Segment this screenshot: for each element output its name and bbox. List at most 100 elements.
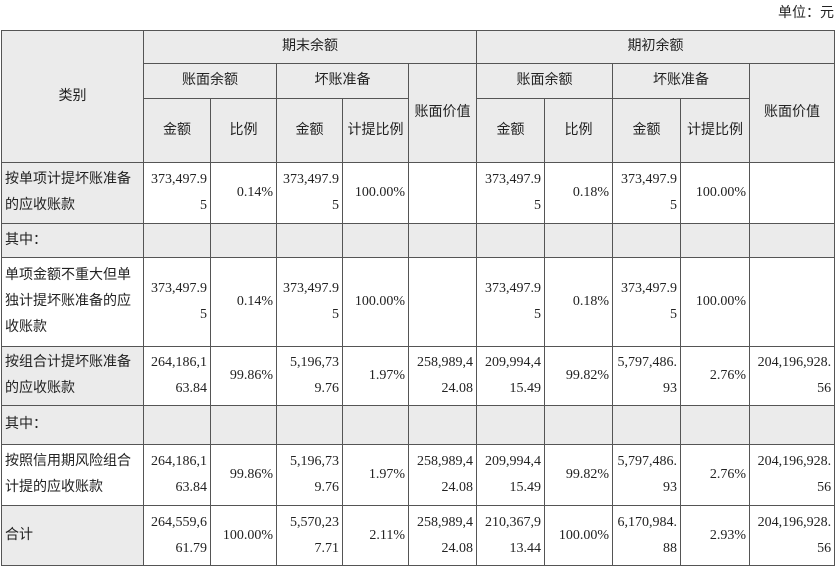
cell: 0.18% bbox=[544, 162, 614, 224]
row-label: 其中： bbox=[1, 223, 144, 258]
cell bbox=[407, 223, 478, 258]
book-balance-header: 账面余额 bbox=[143, 63, 277, 99]
cell: 264,186,163.84 bbox=[143, 346, 211, 406]
book-value-header: 账面价值 bbox=[749, 63, 836, 163]
row-label: 按组合计提坏账准备的应收账款 bbox=[1, 346, 144, 406]
cell bbox=[749, 405, 836, 445]
cell: 258,989,424.08 bbox=[407, 444, 478, 506]
ratio-header: 计提比例 bbox=[342, 98, 409, 163]
cell bbox=[143, 405, 211, 445]
cell bbox=[612, 405, 682, 445]
cell: 0.18% bbox=[544, 257, 614, 347]
row-label: 合计 bbox=[1, 505, 144, 566]
amount-header: 金额 bbox=[276, 98, 343, 163]
cell: 5,797,486.93 bbox=[612, 444, 682, 506]
cell: 100.00% bbox=[544, 505, 614, 566]
cell: 100.00% bbox=[342, 257, 409, 347]
cell: 1.97% bbox=[342, 444, 409, 506]
cell: 2.76% bbox=[680, 346, 751, 406]
cell bbox=[544, 223, 614, 258]
begin-header: 期初余额 bbox=[476, 30, 836, 64]
cell bbox=[749, 162, 836, 224]
cell: 373,497.95 bbox=[276, 162, 343, 224]
cell: 0.14% bbox=[210, 162, 277, 224]
cell: 373,497.95 bbox=[143, 257, 211, 347]
cell: 99.82% bbox=[544, 444, 614, 506]
ratio-header: 比例 bbox=[210, 98, 277, 163]
cell: 373,497.95 bbox=[476, 257, 546, 347]
cell bbox=[749, 257, 836, 347]
cell: 99.86% bbox=[210, 346, 277, 406]
table: 类别 期末余额 期初余额 账面余额 坏账准备 账面价值 账面余额 坏账准备 账面… bbox=[1, 30, 836, 566]
cell bbox=[476, 405, 546, 445]
cell: 373,497.95 bbox=[476, 162, 546, 224]
cell: 204,196,928.56 bbox=[749, 346, 836, 406]
cell: 99.86% bbox=[210, 444, 277, 506]
cell: 100.00% bbox=[342, 162, 409, 224]
ratio-header: 计提比例 bbox=[680, 98, 751, 163]
ratio-header: 比例 bbox=[544, 98, 614, 163]
cell bbox=[476, 223, 546, 258]
cell: 210,367,913.44 bbox=[476, 505, 546, 566]
cell: 373,497.95 bbox=[276, 257, 343, 347]
bad-debt-header: 坏账准备 bbox=[612, 63, 751, 99]
cell bbox=[407, 162, 478, 224]
table-row: 按照信用期风险组合计提的应收账款 264,186,163.84 99.86% 5,19… bbox=[1, 444, 836, 506]
cell: 2.76% bbox=[680, 444, 751, 506]
cell: 2.11% bbox=[342, 505, 409, 566]
cell bbox=[342, 223, 409, 258]
cell: 99.82% bbox=[544, 346, 614, 406]
row-label: 单项金额不重大但单独计提坏账准备的应收账款 bbox=[1, 257, 144, 347]
cell: 5,196,739.76 bbox=[276, 346, 343, 406]
cell bbox=[680, 405, 751, 445]
cell bbox=[612, 223, 682, 258]
cell: 373,497.95 bbox=[612, 257, 682, 347]
cell bbox=[544, 405, 614, 445]
row-label: 按单项计提坏账准备的应收账款 bbox=[1, 162, 144, 224]
bad-debt-header: 坏账准备 bbox=[276, 63, 409, 99]
cell: 100.00% bbox=[210, 505, 277, 566]
amount-header: 金额 bbox=[612, 98, 682, 163]
category-header: 类别 bbox=[1, 30, 144, 163]
table-row: 其中： bbox=[1, 223, 836, 258]
cell bbox=[210, 405, 277, 445]
cell bbox=[749, 223, 836, 258]
cell bbox=[276, 405, 343, 445]
cell: 373,497.95 bbox=[143, 162, 211, 224]
cell: 5,570,237.71 bbox=[276, 505, 343, 566]
cell bbox=[342, 405, 409, 445]
book-balance-header: 账面余额 bbox=[476, 63, 614, 99]
cell: 209,994,415.49 bbox=[476, 444, 546, 506]
cell: 204,196,928.56 bbox=[749, 444, 836, 506]
table-row: 按组合计提坏账准备的应收账款 264,186,163.84 99.86% 5,196,… bbox=[1, 346, 836, 406]
end-header: 期末余额 bbox=[142, 30, 478, 64]
cell: 258,989,424.08 bbox=[407, 346, 478, 406]
cell bbox=[210, 223, 277, 258]
cell: 2.93% bbox=[680, 505, 751, 566]
cell: 6,170,984.88 bbox=[612, 505, 682, 566]
cell: 264,186,163.84 bbox=[143, 444, 211, 506]
cell: 100.00% bbox=[680, 257, 751, 347]
cell: 100.00% bbox=[680, 162, 751, 224]
cell: 264,559,661.79 bbox=[143, 505, 211, 566]
row-label: 按照信用期风险组合计提的应收账款 bbox=[1, 444, 144, 506]
cell bbox=[143, 223, 211, 258]
book-value-header: 账面价值 bbox=[407, 63, 478, 163]
row-label: 其中： bbox=[1, 405, 144, 445]
table-row: 按单项计提坏账准备的应收账款 373,497.95 0.14% 373,497.95 1… bbox=[1, 162, 836, 224]
table-body: 按单项计提坏账准备的应收账款 373,497.95 0.14% 373,497.95 1… bbox=[1, 162, 836, 566]
cell: 258,989,424.08 bbox=[407, 505, 478, 566]
cell: 204,196,928.56 bbox=[749, 505, 836, 566]
table-row: 其中： bbox=[1, 405, 836, 445]
cell: 373,497.95 bbox=[612, 162, 682, 224]
unit: 单位：元 bbox=[778, 6, 834, 21]
cell bbox=[276, 223, 343, 258]
cell: 5,797,486.93 bbox=[612, 346, 682, 406]
table-row: 单项金额不重大但单独计提坏账准备的应收账款 373,497.95 0.14% 373,… bbox=[1, 257, 836, 347]
cell bbox=[680, 223, 751, 258]
amount-header: 金额 bbox=[143, 98, 211, 163]
table-row: 合计 264,559,661.79 100.00% 5,570,237.71 2.11%… bbox=[1, 505, 836, 566]
cell: 0.14% bbox=[210, 257, 277, 347]
cell: 1.97% bbox=[342, 346, 409, 406]
